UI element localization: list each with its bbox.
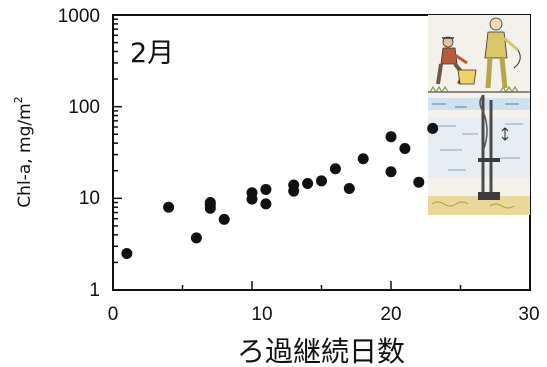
data-point <box>288 179 300 191</box>
y-axis-title-text: Chl-a, mg/m <box>15 103 35 207</box>
x-axis-title: ろ過継続日数 <box>237 335 405 367</box>
x-tick-label-30: 30 <box>518 304 539 325</box>
data-point <box>204 197 216 209</box>
data-point <box>260 183 272 195</box>
data-point <box>316 175 327 187</box>
data-point <box>385 166 397 178</box>
x-axis-ticks <box>112 281 531 290</box>
data-point <box>190 232 202 244</box>
data-point <box>260 198 272 210</box>
x-tick-label-10: 10 <box>251 304 272 325</box>
data-point <box>329 163 341 175</box>
data-point <box>163 201 175 213</box>
data-point <box>302 178 314 190</box>
y-tick-label-100: 100 <box>68 97 100 118</box>
data-point <box>218 213 230 225</box>
data-point <box>413 176 425 188</box>
y-axis-ticks <box>113 18 122 291</box>
panel-title: 2月 <box>130 38 174 69</box>
y-axis-title-superscript: 2 <box>12 96 25 103</box>
x-tick-labels: 0 10 20 30 <box>108 304 540 325</box>
data-point <box>357 153 369 165</box>
y-tick-label-1: 1 <box>89 280 100 301</box>
x-tick-label-20: 20 <box>380 304 401 325</box>
y-tick-label-10: 10 <box>79 188 100 209</box>
data-point <box>427 122 439 134</box>
data-point <box>121 248 133 260</box>
data-points <box>121 122 439 260</box>
data-point <box>343 183 355 195</box>
y-tick-labels: 1000 100 10 1 <box>58 6 100 301</box>
sampling-illustration <box>428 15 530 215</box>
y-tick-label-1000: 1000 <box>58 6 100 27</box>
x-tick-label-0: 0 <box>108 304 119 325</box>
svg-text:Chl-a, mg/m2: Chl-a, mg/m2 <box>12 96 35 207</box>
data-point <box>246 187 258 199</box>
data-point <box>399 142 411 154</box>
data-point <box>385 131 397 143</box>
y-axis-title: Chl-a, mg/m2 <box>12 96 35 207</box>
